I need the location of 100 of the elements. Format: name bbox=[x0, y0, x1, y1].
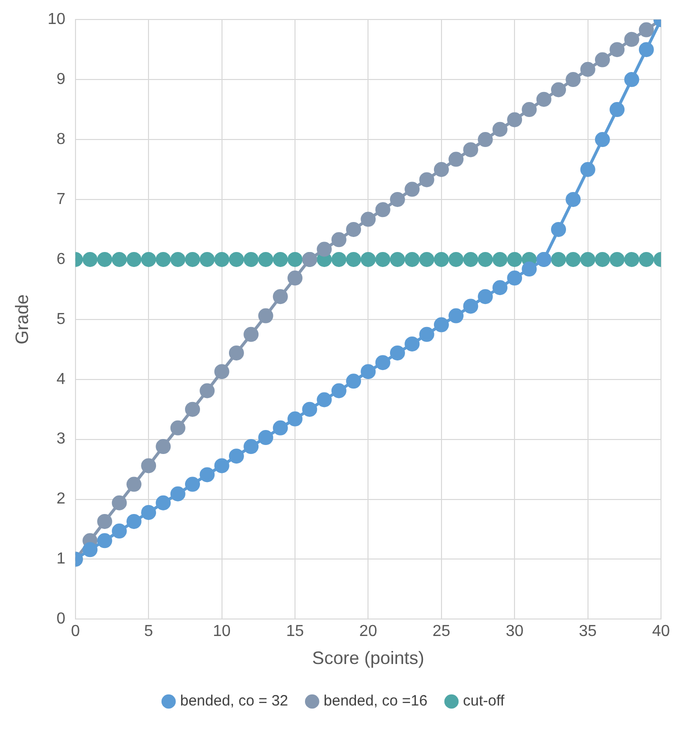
point bbox=[360, 252, 376, 267]
point bbox=[522, 262, 537, 277]
point bbox=[507, 112, 522, 128]
x-tick-label: 0 bbox=[70, 623, 80, 640]
point bbox=[331, 252, 346, 267]
point bbox=[390, 252, 405, 267]
point bbox=[346, 374, 362, 389]
point bbox=[126, 514, 142, 529]
point bbox=[375, 355, 390, 370]
point bbox=[244, 252, 259, 267]
point bbox=[404, 182, 420, 197]
point bbox=[448, 252, 464, 267]
x-tick-label: 20 bbox=[359, 623, 378, 640]
point bbox=[448, 152, 464, 167]
y-tick-label: 9 bbox=[56, 70, 66, 88]
point bbox=[170, 486, 186, 502]
point bbox=[156, 495, 171, 510]
x-axis-title: Score (points) bbox=[312, 648, 424, 668]
point bbox=[463, 298, 478, 314]
point bbox=[141, 504, 156, 520]
point bbox=[126, 476, 142, 492]
point bbox=[419, 252, 434, 267]
point bbox=[624, 72, 640, 88]
point bbox=[434, 252, 449, 267]
y-tick-label: 7 bbox=[56, 190, 66, 208]
point bbox=[346, 222, 362, 237]
point bbox=[200, 252, 215, 267]
legend-label: bended, co = 32 bbox=[180, 692, 288, 710]
point bbox=[638, 22, 654, 38]
point bbox=[258, 308, 274, 324]
point bbox=[156, 439, 171, 454]
y-tick-label: 5 bbox=[56, 310, 66, 328]
point bbox=[448, 308, 464, 324]
point bbox=[551, 222, 566, 237]
point bbox=[272, 252, 288, 267]
point bbox=[463, 252, 478, 267]
point bbox=[492, 280, 508, 296]
point bbox=[141, 458, 156, 474]
legend-label: cut-off bbox=[462, 692, 506, 710]
point bbox=[331, 232, 346, 248]
x-tick-label: 25 bbox=[432, 623, 450, 640]
point bbox=[566, 72, 581, 88]
point bbox=[390, 192, 405, 207]
point bbox=[463, 142, 478, 158]
y-tick-label: 8 bbox=[56, 130, 66, 148]
point bbox=[288, 270, 302, 286]
point bbox=[580, 62, 596, 77]
x-tick-label: 40 bbox=[652, 623, 670, 640]
y-tick-label: 0 bbox=[56, 610, 66, 628]
point bbox=[316, 392, 332, 408]
y-tick-label: 1 bbox=[56, 550, 66, 568]
point bbox=[185, 402, 200, 417]
point bbox=[331, 383, 346, 398]
point bbox=[228, 448, 244, 464]
x-tick-label: 10 bbox=[212, 623, 231, 640]
point bbox=[492, 122, 508, 137]
point bbox=[594, 52, 610, 68]
point bbox=[551, 82, 566, 98]
point bbox=[272, 289, 288, 304]
point bbox=[360, 364, 376, 380]
x-tick-label: 35 bbox=[578, 623, 597, 640]
point bbox=[419, 326, 434, 342]
point bbox=[507, 252, 522, 267]
point bbox=[97, 252, 112, 267]
point bbox=[214, 252, 230, 267]
point bbox=[580, 162, 596, 177]
point bbox=[288, 411, 302, 426]
point bbox=[141, 252, 156, 267]
point bbox=[200, 383, 215, 398]
point bbox=[126, 252, 142, 267]
point bbox=[170, 420, 186, 436]
y-tick-label: 2 bbox=[56, 490, 66, 508]
point bbox=[551, 252, 566, 267]
point bbox=[185, 476, 200, 492]
point bbox=[97, 533, 112, 548]
point bbox=[624, 252, 640, 267]
point bbox=[170, 252, 186, 267]
point bbox=[478, 289, 493, 304]
point bbox=[404, 252, 420, 267]
point bbox=[580, 252, 596, 267]
point bbox=[375, 252, 390, 267]
point bbox=[82, 542, 98, 558]
point bbox=[492, 252, 508, 267]
point bbox=[360, 212, 376, 227]
point bbox=[624, 32, 640, 47]
point bbox=[214, 364, 230, 380]
point bbox=[112, 252, 127, 267]
point bbox=[316, 242, 332, 257]
point bbox=[522, 102, 537, 118]
point bbox=[419, 172, 434, 188]
point bbox=[536, 92, 552, 107]
point bbox=[375, 202, 390, 218]
y-tick-label: 10 bbox=[48, 11, 66, 28]
point bbox=[97, 514, 112, 529]
point bbox=[478, 132, 493, 148]
point bbox=[594, 132, 610, 148]
point bbox=[610, 252, 625, 267]
point bbox=[390, 345, 405, 360]
y-tick-label: 4 bbox=[56, 370, 66, 388]
point bbox=[288, 252, 302, 267]
